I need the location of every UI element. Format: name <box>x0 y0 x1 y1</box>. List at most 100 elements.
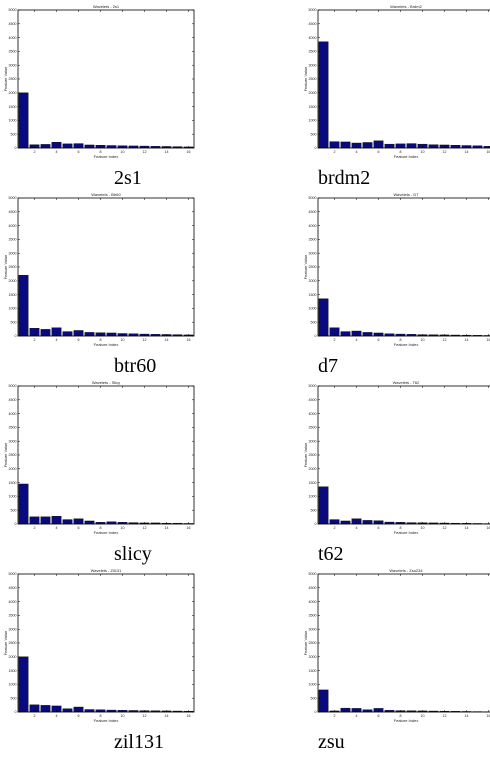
y-tick-label: 3500 <box>309 426 317 430</box>
y-tick-label: 2000 <box>309 279 317 283</box>
y-tick-label: 3000 <box>9 251 17 255</box>
plot-frame <box>17 573 195 713</box>
y-tick-label: 5000 <box>9 384 17 388</box>
x-tick-label: 10 <box>121 150 125 154</box>
y-tick-label: 1500 <box>309 105 317 109</box>
y-tick-label: 1000 <box>309 119 317 123</box>
chart-panel-d7: 2 4 6 8 10 12 14 16 0 500 1000 1500 2000 2500 3000 3500… <box>303 192 490 347</box>
x-tick-label: 8 <box>100 338 102 342</box>
y-tick-label: 3000 <box>309 627 317 631</box>
y-tick-label: 5000 <box>309 384 317 388</box>
y-tick-label: 3000 <box>309 63 317 67</box>
y-tick-label: 2000 <box>9 467 17 471</box>
x-tick-label: 8 <box>100 714 102 718</box>
y-tick-label: 500 <box>311 696 317 700</box>
bar <box>384 143 395 149</box>
x-tick-label: 8 <box>400 526 402 530</box>
y-tick-label: 4500 <box>309 210 317 214</box>
bar <box>18 275 29 337</box>
y-axis-label: Feature Value <box>3 442 8 468</box>
chart-title: Wavelets - Btr60 <box>91 192 121 197</box>
x-tick-label: 16 <box>187 338 191 342</box>
bar <box>340 141 351 149</box>
y-tick-label: 1000 <box>9 307 17 311</box>
x-tick-label: 12 <box>143 526 147 530</box>
y-axis-label: Feature Value <box>303 66 308 92</box>
bar <box>406 143 417 149</box>
chart-svg: 2 4 6 8 10 12 14 16 0 500 1000 1500 2000 2500 3000 3500… <box>303 4 490 159</box>
x-tick-label: 8 <box>400 150 402 154</box>
y-tick-label: 1500 <box>9 105 17 109</box>
x-tick-label: 6 <box>78 338 80 342</box>
y-tick-label: 3500 <box>9 426 17 430</box>
y-tick-label: 2000 <box>9 279 17 283</box>
x-tick-label: 8 <box>400 338 402 342</box>
y-tick-label: 4000 <box>9 600 17 604</box>
chart-title: Wavelets - Slicy <box>92 380 120 385</box>
y-tick-label: 1500 <box>309 669 317 673</box>
chart-caption: t62 <box>318 543 344 565</box>
y-tick-label: 4000 <box>309 412 317 416</box>
y-axis-label: Feature Value <box>303 254 308 280</box>
y-tick-label: 2000 <box>9 655 17 659</box>
chart-title: Wavelets - Zsu234 <box>389 568 423 573</box>
y-tick-label: 0 <box>315 710 317 714</box>
chart-title: Wavelets - 2s1 <box>93 4 120 9</box>
y-tick-label: 0 <box>315 522 317 526</box>
y-tick-label: 1500 <box>9 481 17 485</box>
y-tick-label: 500 <box>11 320 17 324</box>
bar <box>62 708 73 713</box>
y-tick-label: 0 <box>15 146 17 150</box>
x-tick-label: 8 <box>100 150 102 154</box>
y-tick-label: 3000 <box>9 439 17 443</box>
x-tick-label: 16 <box>187 526 191 530</box>
bar <box>340 707 351 713</box>
bar <box>318 486 329 525</box>
chart-svg: 2 4 6 8 10 12 14 16 0 500 1000 1500 2000 2500 3000 3500… <box>303 568 490 723</box>
y-axis-label: Feature Value <box>3 254 8 280</box>
y-tick-label: 1000 <box>309 683 317 687</box>
bar <box>318 689 329 713</box>
y-axis-label: Feature Value <box>3 630 8 656</box>
y-tick-label: 2500 <box>309 453 317 457</box>
x-tick-label: 16 <box>487 150 490 154</box>
y-tick-label: 5000 <box>9 196 17 200</box>
x-tick-label: 2 <box>34 338 36 342</box>
x-tick-label: 10 <box>421 150 425 154</box>
y-tick-label: 2500 <box>9 265 17 269</box>
y-tick-label: 3000 <box>9 63 17 67</box>
y-tick-label: 0 <box>315 334 317 338</box>
chart-panel-zil131: 2 4 6 8 10 12 14 16 0 500 1000 1500 2000 2500 3000 3500… <box>3 568 195 723</box>
y-tick-label: 3000 <box>9 627 17 631</box>
y-tick-label: 500 <box>311 320 317 324</box>
x-tick-label: 2 <box>34 526 36 530</box>
bar <box>40 329 51 337</box>
x-tick-label: 2 <box>34 150 36 154</box>
y-tick-label: 500 <box>11 508 17 512</box>
x-axis-label: Feature Index <box>394 718 419 723</box>
y-tick-label: 4000 <box>9 36 17 40</box>
bar <box>340 331 351 337</box>
bar <box>84 520 95 525</box>
y-tick-label: 3500 <box>309 50 317 54</box>
y-axis-label: Feature Value <box>303 442 308 468</box>
y-tick-label: 4000 <box>309 600 317 604</box>
x-tick-label: 14 <box>165 150 169 154</box>
y-tick-label: 1500 <box>309 481 317 485</box>
y-tick-label: 1500 <box>9 669 17 673</box>
x-tick-label: 12 <box>443 526 447 530</box>
bar <box>40 144 51 149</box>
y-tick-label: 5000 <box>309 8 317 12</box>
x-tick-label: 4 <box>356 150 358 154</box>
chart-panel-btr60: 2 4 6 8 10 12 14 16 0 500 1000 1500 2000 2500 3000 3500… <box>3 192 195 347</box>
y-tick-label: 4500 <box>9 398 17 402</box>
chart-panel-brdm2: 2 4 6 8 10 12 14 16 0 500 1000 1500 2000 2500 3000 3500… <box>303 4 490 159</box>
y-tick-label: 3500 <box>309 614 317 618</box>
plot-frame <box>17 197 195 337</box>
x-tick-label: 4 <box>356 526 358 530</box>
y-tick-label: 5000 <box>309 196 317 200</box>
x-tick-label: 16 <box>187 714 191 718</box>
y-tick-label: 4500 <box>9 586 17 590</box>
y-tick-label: 3000 <box>309 251 317 255</box>
y-tick-label: 1500 <box>9 293 17 297</box>
